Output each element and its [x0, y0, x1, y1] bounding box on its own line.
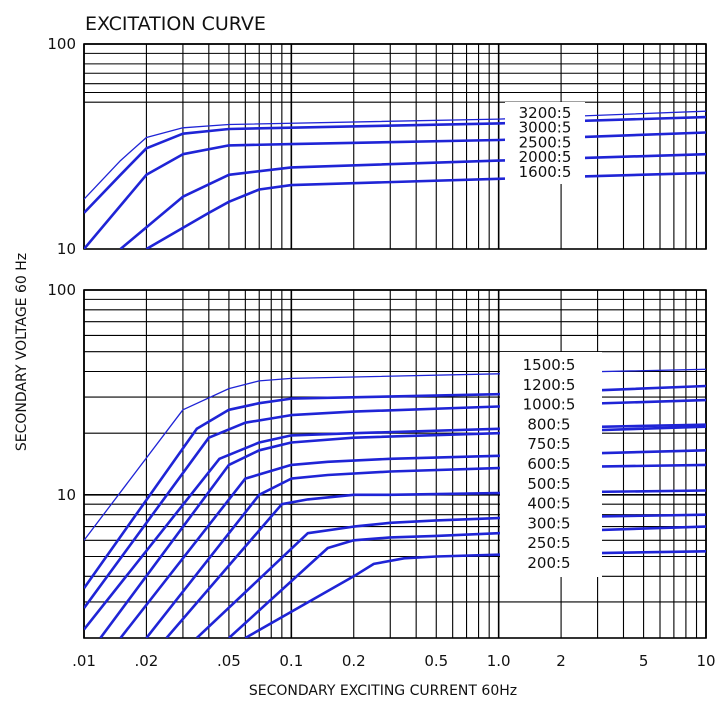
y-tick-labels: 10 100 10 100	[47, 35, 76, 504]
series-label-1000-5: 1000:5	[523, 396, 576, 414]
series-label-200-5: 200:5	[527, 554, 570, 572]
series-label-3200-5: 3200:5	[519, 104, 572, 122]
x-tick--02: .02	[134, 652, 158, 670]
series-line-250-5	[228, 525, 706, 638]
x-tick-0-5: 0.5	[424, 652, 448, 670]
series-line-1500-5	[84, 368, 706, 541]
series-label-1500-5: 1500:5	[523, 356, 576, 374]
upper-y-tick-100: 100	[47, 35, 76, 53]
y-axis-label: SECONDARY VOLTAGE 60 Hz	[14, 253, 30, 451]
x-tick-1-0: 1.0	[487, 652, 511, 670]
x-tick-labels: .01 .02 .05 0.1 0.2 0.5 1.0 2 5 10	[72, 652, 715, 670]
upper-panel-series	[84, 110, 706, 249]
lower-y-tick-100: 100	[47, 281, 76, 299]
x-axis-label: SECONDARY EXCITING CURRENT 60Hz	[249, 683, 517, 699]
series-label-1600-5: 1600:5	[519, 163, 572, 181]
series-line-600-5	[119, 449, 706, 638]
x-tick--05: .05	[217, 652, 241, 670]
series-label-250-5: 250:5	[527, 534, 570, 552]
x-tick--01: .01	[72, 652, 96, 670]
series-line-300-5	[195, 513, 706, 638]
series-line-500-5	[145, 463, 706, 638]
lower-panel-series	[84, 368, 706, 638]
upper-panel-grid	[83, 43, 707, 250]
series-line-1600-5	[145, 171, 706, 249]
series-label-600-5: 600:5	[527, 455, 570, 473]
x-tick-10: 10	[696, 652, 715, 670]
upper-y-tick-10: 10	[57, 240, 76, 258]
series-label-2500-5: 2500:5	[519, 133, 572, 151]
x-tick-2: 2	[556, 652, 566, 670]
series-label-300-5: 300:5	[527, 514, 570, 532]
series-line-200-5	[244, 550, 706, 638]
series-label-400-5: 400:5	[527, 495, 570, 513]
upper-legend-box	[505, 102, 585, 184]
series-label-500-5: 500:5	[527, 475, 570, 493]
series-label-3000-5: 3000:5	[519, 119, 572, 137]
lower-y-tick-10: 10	[57, 486, 76, 504]
series-label-1200-5: 1200:5	[523, 376, 576, 394]
series-label-750-5: 750:5	[527, 435, 570, 453]
x-tick-0-2: 0.2	[342, 652, 366, 670]
series-line-2500-5	[84, 131, 706, 249]
series-line-3000-5	[84, 115, 706, 214]
lower-panel-grid	[83, 289, 707, 639]
series-line-400-5	[165, 489, 706, 638]
series-line-1200-5	[84, 384, 706, 589]
upper-panel-frame	[83, 43, 707, 250]
series-line-800-5	[84, 423, 706, 631]
series-line-3200-5	[84, 110, 706, 200]
lower-legend-box	[500, 352, 602, 577]
x-tick-0-1: 0.1	[279, 652, 303, 670]
series-label-800-5: 800:5	[527, 415, 570, 433]
x-tick-5: 5	[639, 652, 649, 670]
chart-title: EXCITATION CURVE	[85, 13, 266, 35]
series-line-1000-5	[84, 398, 706, 609]
series-label-2000-5: 2000:5	[519, 148, 572, 166]
series-line-750-5	[99, 425, 706, 638]
lower-panel-frame	[83, 289, 707, 639]
